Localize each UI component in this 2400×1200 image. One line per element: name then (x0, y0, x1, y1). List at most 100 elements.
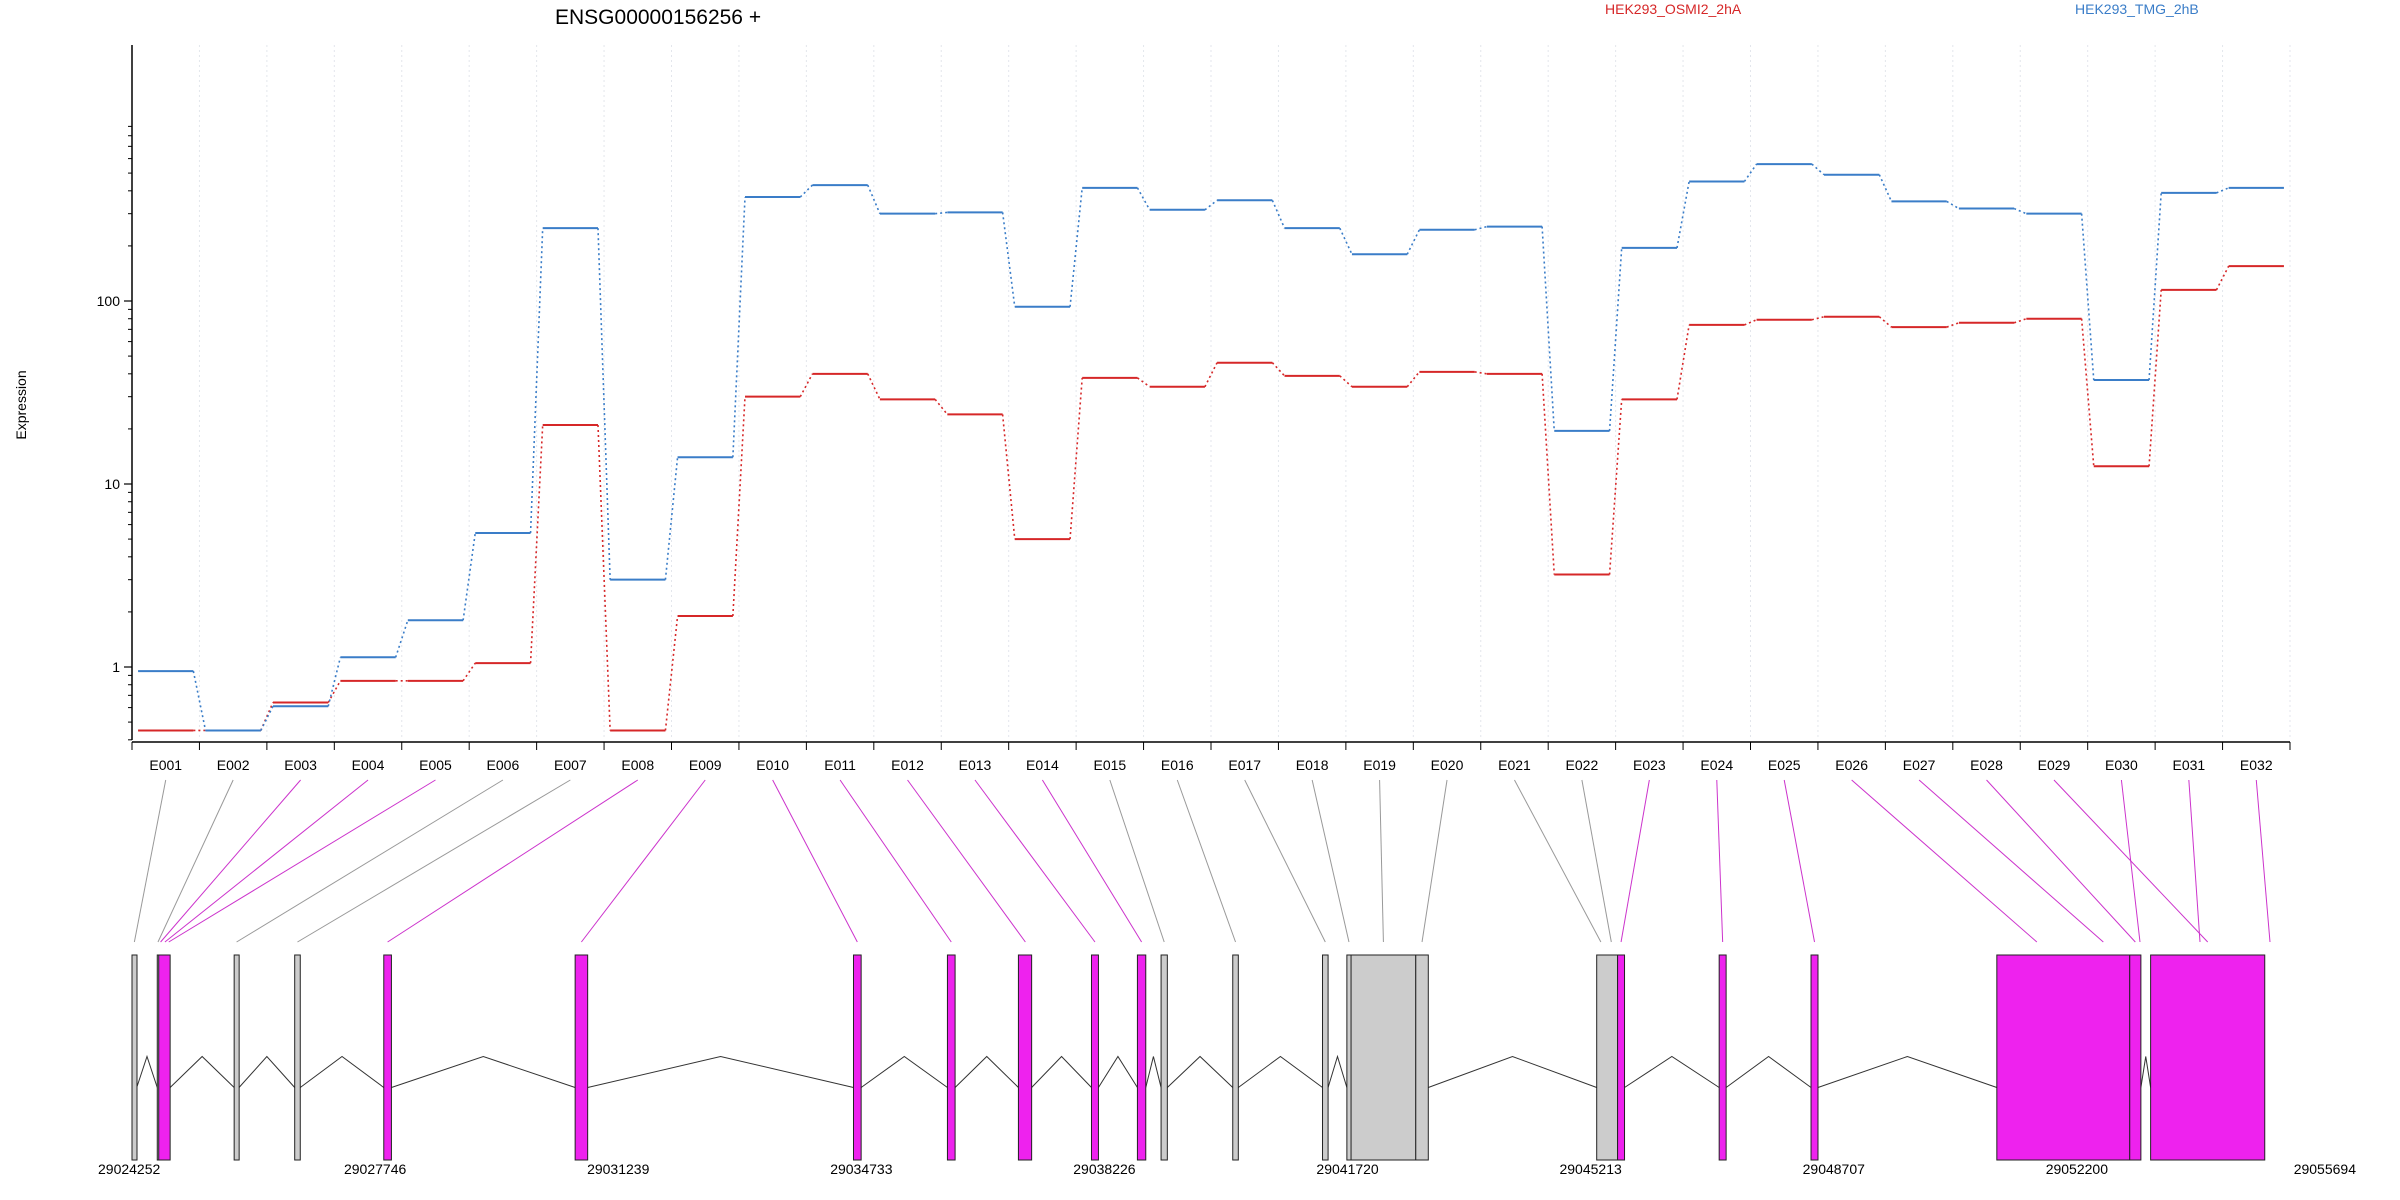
genomic-coordinate-label: 29027746 (344, 1161, 407, 1177)
series-1-transition (664, 615, 679, 731)
x-tick-label: E030 (2105, 757, 2138, 773)
y-tick-label: 10 (104, 476, 120, 492)
exon-box (383, 954, 392, 1161)
series-2-transition (394, 620, 409, 658)
exon-box (574, 954, 589, 1161)
legend-series-a: HEK293_OSMI2_2hA (1605, 1, 1742, 17)
exon-connector (1783, 779, 1816, 943)
exon-connector (1918, 779, 2104, 943)
intron (2140, 1056, 2152, 1088)
exon-connector (907, 779, 1026, 943)
x-tick-label: E018 (1296, 757, 1329, 773)
series-1-transition (327, 680, 342, 703)
x-tick-label: E019 (1363, 757, 1396, 773)
intron (1817, 1055, 1997, 1088)
axes: 1 10 100 E001 E002 E003 E004 E005 E006 E007 E008 E0… (97, 45, 2291, 773)
exon-connector (974, 779, 1096, 943)
chart-title: ENSG00000156256 + (555, 6, 761, 29)
x-tick-label: E017 (1228, 757, 1261, 773)
y-axis-label: Expression (13, 370, 29, 439)
exon-box (233, 954, 240, 1161)
x-tick-label: E006 (487, 757, 520, 773)
exon-connector (1986, 779, 2136, 943)
series-2-transition (1743, 163, 1758, 182)
x-tick-label: E005 (419, 757, 452, 773)
intron (1031, 1055, 1092, 1088)
series-2-transition (935, 211, 948, 215)
exon-connector (1244, 779, 1326, 943)
series-1-transition (1406, 371, 1420, 388)
intron (136, 1054, 158, 1088)
series-2-transition (1946, 200, 1960, 210)
intron (1166, 1055, 1234, 1088)
series-1-transition (1069, 377, 1083, 540)
x-tick-label: E009 (689, 757, 722, 773)
exon-box (294, 954, 301, 1161)
exon-connector (839, 779, 952, 943)
series-2-transition (1001, 212, 1016, 307)
series-2-transition (1541, 226, 1556, 431)
series-2-transition (1878, 174, 1893, 202)
exon-connector (581, 779, 706, 943)
intron (587, 1055, 854, 1088)
series-2-transition (1271, 199, 1286, 229)
exon-box (2150, 954, 2266, 1161)
x-tick-label: E015 (1093, 757, 1126, 773)
exon-connector (1176, 779, 1237, 943)
y-tick-label: 1 (112, 659, 120, 675)
exon-box (1017, 954, 1033, 1161)
series-2-transition (2216, 187, 2229, 194)
x-tick-label: E022 (1566, 757, 1599, 773)
x-tick-label: E003 (284, 757, 317, 773)
x-tick-label: E027 (1903, 757, 1936, 773)
exon-connector (2255, 779, 2271, 943)
series-lines (138, 163, 2284, 732)
genomic-coordinate-label: 29052200 (2046, 1161, 2109, 1177)
genomic-coordinate-label: 29048707 (1803, 1161, 1866, 1177)
exon-connectors (133, 779, 2271, 943)
exon-box (1596, 954, 1619, 1161)
series-2-transition (327, 657, 342, 707)
series-1-transition (934, 398, 948, 415)
intron (1428, 1055, 1597, 1088)
legend-series-b: HEK293_TMG_2hB (2075, 1, 2199, 17)
intron (954, 1055, 1019, 1088)
exon-connector (772, 779, 858, 943)
exon-connector (157, 779, 234, 943)
exon-connector (1041, 779, 1143, 943)
genomic-coordinate-label: 29024252 (98, 1161, 161, 1177)
x-tick-label: E023 (1633, 757, 1666, 773)
intron (238, 1055, 296, 1088)
exon-connector (1421, 779, 1448, 943)
intron (1145, 1056, 1162, 1088)
x-tick-label: E031 (2172, 757, 2205, 773)
exon-box (131, 954, 138, 1161)
exon-box (1322, 954, 1329, 1161)
series-1-transition (462, 662, 476, 682)
exon-connector (2120, 779, 2141, 943)
exon-connector (387, 779, 639, 943)
intron (391, 1055, 576, 1088)
x-tick-label: E016 (1161, 757, 1194, 773)
x-tick-label: E007 (554, 757, 587, 773)
exon-connector (133, 779, 167, 943)
exon-connector (1109, 779, 1165, 943)
intron (1624, 1055, 1720, 1088)
x-tick-label: E026 (1835, 757, 1868, 773)
gridlines (131, 45, 2291, 740)
genomic-coordinate-label: 29045213 (1559, 1161, 1622, 1177)
series-2-transition (192, 670, 207, 731)
series-1-transition (1474, 371, 1487, 375)
series-1-transition (597, 425, 611, 731)
x-tick-label: E020 (1431, 757, 1464, 773)
exon-box (1350, 954, 1417, 1161)
exon-box (1415, 954, 1429, 1161)
x-tick-label: E029 (2038, 757, 2071, 773)
series-1-transition (1811, 315, 1825, 321)
series-1-transition (1946, 322, 1960, 328)
genomic-coordinate-label: 29034733 (830, 1161, 893, 1177)
x-tick-label: E021 (1498, 757, 1531, 773)
x-tick-label: E032 (2240, 757, 2273, 773)
x-tick-label: E013 (959, 757, 992, 773)
